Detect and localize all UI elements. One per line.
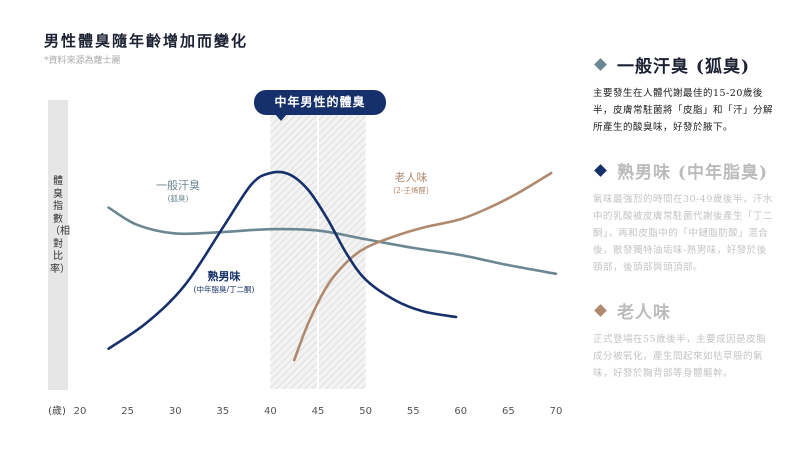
- series-sublabel-mature: (中年脂臭/丁二酮): [194, 284, 255, 294]
- highlight-label: 中年男性的體臭: [254, 90, 386, 121]
- sidebar: 一般汗臭 (狐臭) 主要發生在人體代謝最佳的15-20歲後半，皮膚常駐菌將「皮脂…: [593, 52, 773, 404]
- x-tick-label: 40: [264, 406, 277, 417]
- y-axis-label: 體臭指數（相對比率）: [50, 176, 70, 275]
- x-tick-label: 30: [169, 406, 182, 417]
- sidebar-body: 正式登場在55歲後半，主要成因是皮脂成分被氧化，產生間起來如枯草般的氣味，好發於…: [593, 334, 767, 379]
- diamond-icon: [594, 58, 607, 71]
- series-line-elderly: [292, 171, 553, 362]
- x-tick-label: 35: [216, 406, 229, 417]
- chart-title: 男性體臭隨年齡增加而變化: [44, 32, 249, 50]
- x-axis-unit: (歲): [48, 404, 66, 417]
- diamond-icon: [594, 164, 607, 177]
- x-tick-label: 65: [502, 406, 515, 417]
- x-tick-label: 70: [550, 406, 563, 417]
- x-tick-label: 60: [454, 406, 467, 417]
- series-label-mature: 熟男味: [208, 269, 241, 283]
- x-tick-label: 55: [407, 406, 420, 417]
- x-tick-label: 20: [74, 406, 87, 417]
- series-line-mature: [107, 170, 458, 350]
- sidebar-body: 氣味最強烈的時間在30-49歲後半，汗水中的乳酸被皮膚常駐菌代謝後產生「丁二酮」…: [593, 194, 774, 273]
- sidebar-section-general: 一般汗臭 (狐臭) 主要發生在人體代謝最佳的15-20歲後半，皮膚常駐菌將「皮脂…: [593, 52, 773, 136]
- series-sublabel-general: (狐臭): [168, 193, 189, 203]
- series-line-general: [107, 206, 558, 276]
- source-note: *資料來源為蘿士麗: [44, 56, 121, 66]
- sidebar-body: 主要發生在人體代謝最佳的15-20歲後半，皮膚常駐菌將「皮脂」和「汗」分解所產生…: [593, 88, 774, 133]
- sidebar-title: 老人味: [617, 303, 671, 323]
- series-sublabel-elderly: (2-壬烯醛): [393, 185, 429, 195]
- x-tick-label: 45: [312, 406, 325, 417]
- sidebar-title: 熟男味 (中年脂臭): [617, 163, 769, 183]
- y-axis-band: [48, 100, 68, 390]
- x-tick-label: 50: [359, 406, 372, 417]
- diamond-icon: [594, 304, 607, 317]
- sidebar-title: 一般汗臭 (狐臭): [617, 57, 751, 77]
- x-tick-label: 25: [121, 406, 134, 417]
- series-label-general: 一般汗臭: [156, 178, 200, 192]
- series-label-elderly: 老人味: [395, 171, 428, 184]
- sidebar-section-elderly: 老人味 正式登場在55歲後半，主要成因是皮脂成分被氧化，產生間起來如枯草般的氣味…: [593, 298, 773, 382]
- sidebar-section-mature: 熟男味 (中年脂臭) 氣味最強烈的時間在30-49歲後半，汗水中的乳酸被皮膚常駐…: [593, 158, 773, 276]
